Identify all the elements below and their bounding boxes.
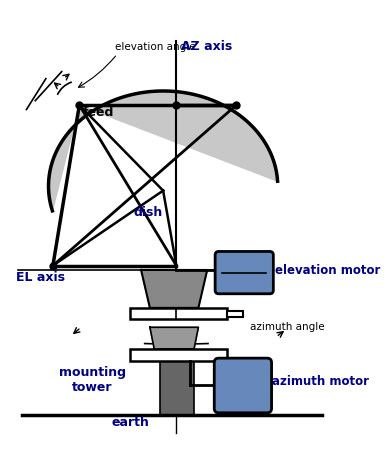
Bar [227,311,243,317]
Bar [161,349,194,415]
Text: AZ axis: AZ axis [181,40,232,53]
Text: mounting
tower: mounting tower [59,366,126,394]
Polygon shape [48,91,277,211]
Text: dish: dish [133,206,163,219]
Bar [130,349,227,361]
Text: azimuth angle: azimuth angle [249,322,324,332]
Text: feed: feed [83,106,114,119]
Bar [130,308,227,319]
Text: elevation motor: elevation motor [275,265,381,277]
Text: elevation angle: elevation angle [114,42,195,52]
FancyBboxPatch shape [215,252,273,294]
Text: azimuth motor: azimuth motor [272,375,369,388]
Text: earth: earth [112,416,149,429]
Text: EL axis: EL axis [16,271,65,284]
Polygon shape [150,327,198,349]
FancyBboxPatch shape [214,358,272,413]
Polygon shape [141,270,207,308]
